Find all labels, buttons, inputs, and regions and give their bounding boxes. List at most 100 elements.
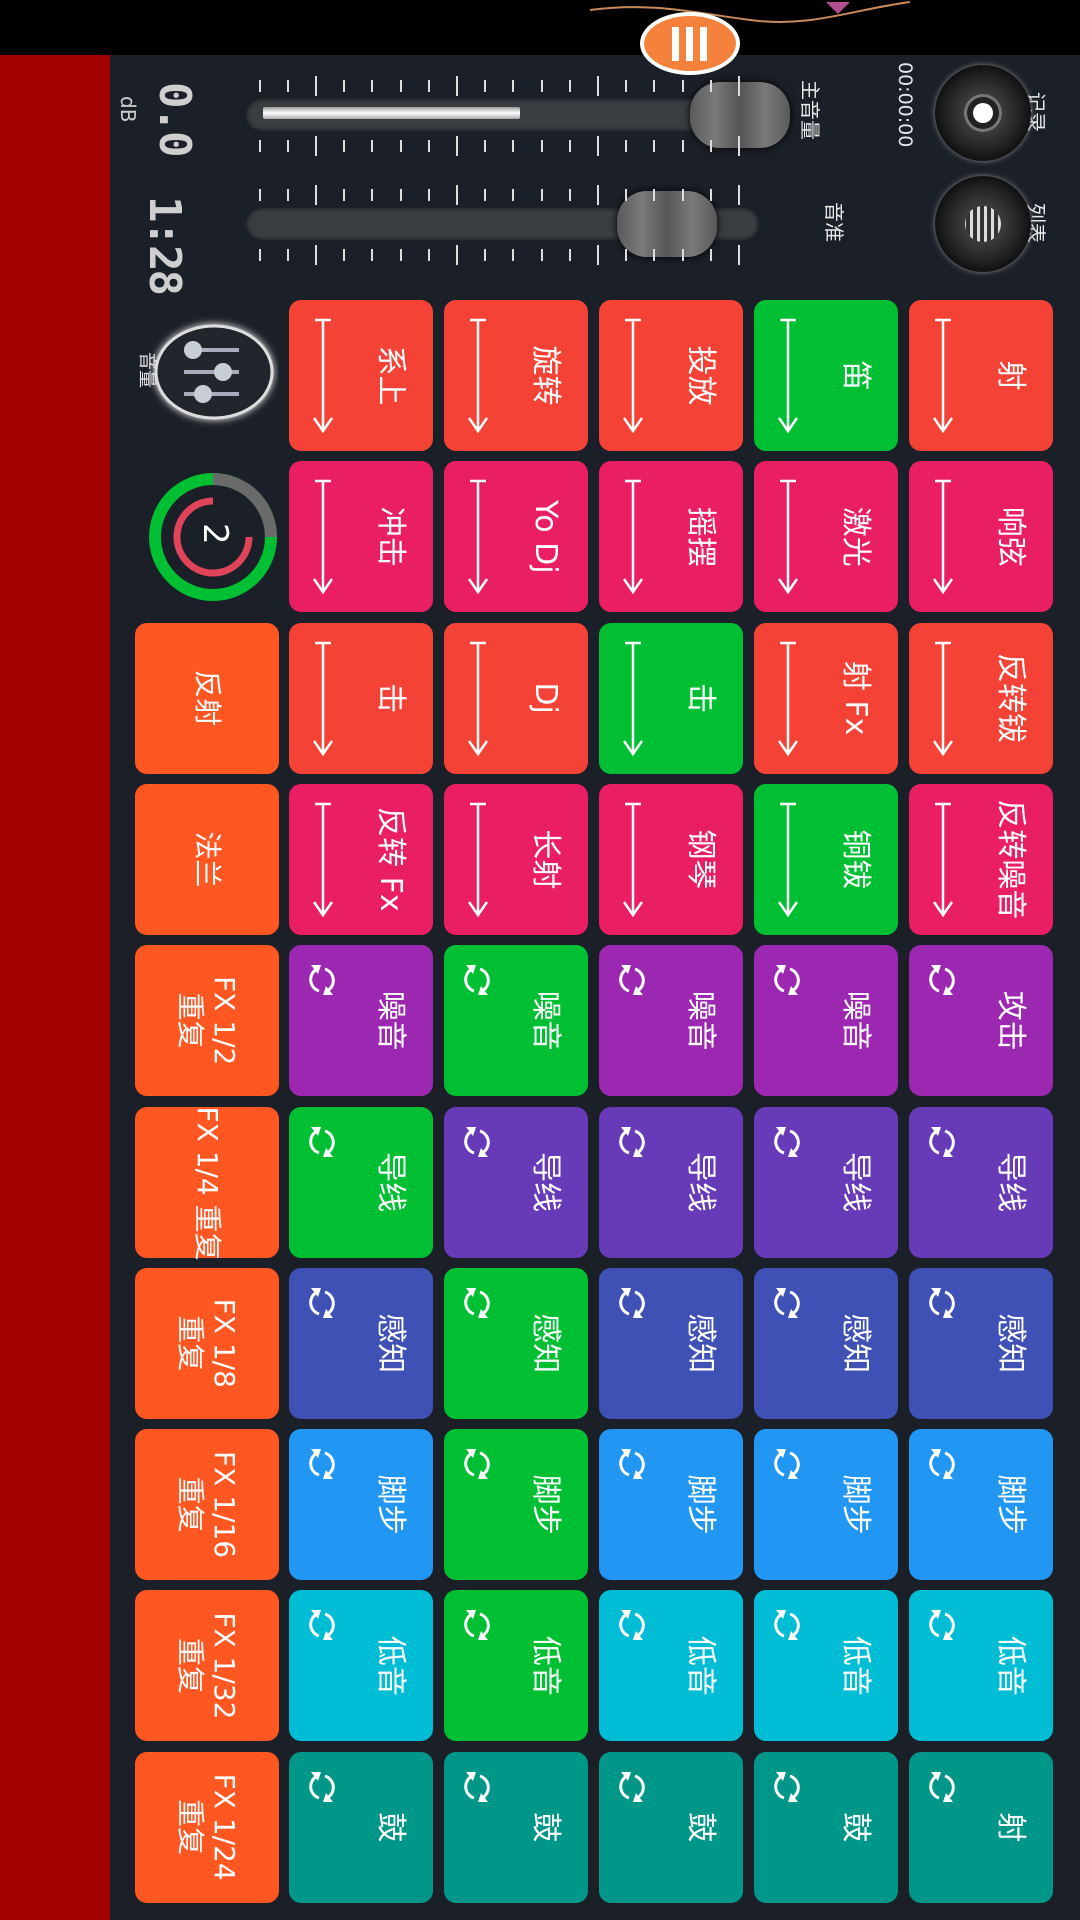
- pad-5-6[interactable]: FX 1/2 重复: [135, 945, 279, 1097]
- pad-10-6[interactable]: FX 1/24 重复: [135, 1751, 279, 1903]
- pad-9-5[interactable]: 低音: [289, 1590, 433, 1742]
- pad-7-5[interactable]: 感知: [289, 1267, 433, 1419]
- pad-4-5[interactable]: 反转 Fx: [289, 783, 433, 935]
- pad-6-4[interactable]: 导线: [444, 1106, 588, 1258]
- pad-5-3[interactable]: 噪音: [599, 945, 743, 1097]
- pad-8-5[interactable]: 脚步: [289, 1429, 433, 1581]
- pad-1-2[interactable]: 笛: [754, 300, 898, 451]
- pad-2-2[interactable]: 激光: [754, 461, 898, 613]
- pad-1-5[interactable]: 系上: [289, 300, 433, 451]
- pad-5-2[interactable]: 噪音: [754, 945, 898, 1097]
- pad-3-1[interactable]: 反转钹: [909, 622, 1053, 774]
- pad-8-6[interactable]: FX 1/16 重复: [135, 1429, 279, 1581]
- record-button[interactable]: [935, 65, 1031, 161]
- pad-label: 脚步: [373, 1474, 408, 1535]
- pad-8-1[interactable]: 脚步: [909, 1429, 1053, 1581]
- pad-10-4[interactable]: 鼓: [444, 1751, 588, 1903]
- pad-1-4[interactable]: 旋转: [444, 300, 588, 451]
- arrow-right-icon: [933, 480, 953, 595]
- sequence-ring[interactable]: 2: [135, 455, 279, 606]
- pad-3-4[interactable]: Dj: [444, 622, 588, 774]
- pad-3-5[interactable]: 击: [289, 622, 433, 774]
- pad-2-4[interactable]: Yo Dj: [444, 461, 588, 613]
- pad-1-1[interactable]: 射: [909, 300, 1053, 451]
- pad-3-3[interactable]: 击: [599, 622, 743, 774]
- pad-5-1[interactable]: 攻击: [909, 945, 1053, 1097]
- pad-6-2[interactable]: 导线: [754, 1106, 898, 1258]
- list-button[interactable]: [935, 176, 1031, 272]
- pitch-thumb[interactable]: [617, 191, 718, 257]
- pad-3-2[interactable]: 射 Fx: [754, 622, 898, 774]
- pad-7-1[interactable]: 感知: [909, 1267, 1053, 1419]
- pad-9-4[interactable]: 低音: [444, 1590, 588, 1742]
- master-volume-slider[interactable]: [245, 98, 760, 132]
- pad-5-5[interactable]: 噪音: [289, 945, 433, 1097]
- pad-9-6[interactable]: FX 1/32 重复: [135, 1590, 279, 1742]
- pad-label: 笛: [838, 360, 873, 391]
- slider-tick: [738, 245, 740, 265]
- pad-9-1[interactable]: 低音: [909, 1590, 1053, 1742]
- slider-tick: [681, 189, 684, 201]
- arrow-right-icon: [313, 480, 333, 595]
- pad-8-3[interactable]: 脚步: [599, 1429, 743, 1581]
- pad-label: 投放: [683, 345, 718, 406]
- pad-6-1[interactable]: 导线: [909, 1106, 1053, 1258]
- pad-4-3[interactable]: 钢琴: [599, 783, 743, 935]
- pad-6-6[interactable]: FX 1/4 重复: [135, 1106, 279, 1261]
- pad-8-4[interactable]: 脚步: [444, 1429, 588, 1581]
- pad-7-4[interactable]: 感知: [444, 1267, 588, 1419]
- slider-tick: [540, 140, 543, 152]
- slider-tick: [427, 249, 430, 261]
- pad-label: 响弦: [993, 506, 1028, 567]
- slider-tick: [427, 80, 430, 92]
- pad-2-5[interactable]: 冲击: [289, 461, 433, 613]
- pad-2-1[interactable]: 响弦: [909, 461, 1053, 613]
- pad-4-2[interactable]: 铜钹: [754, 783, 898, 935]
- slider-tick: [399, 189, 402, 201]
- menu-button[interactable]: [640, 12, 740, 75]
- pad-label: 导线: [683, 1152, 718, 1212]
- pad-6-5[interactable]: 导线: [289, 1106, 433, 1258]
- slider-tick: [738, 185, 740, 205]
- pad-9-3[interactable]: 低音: [599, 1590, 743, 1742]
- volume-knob-label: 音量: [136, 352, 157, 388]
- slider-tick: [286, 189, 289, 201]
- pad-2-3[interactable]: 摇摆: [599, 461, 743, 613]
- slider-tick: [709, 140, 712, 152]
- pad-10-3[interactable]: 鼓: [599, 1751, 743, 1903]
- pad-10-2[interactable]: 鼓: [754, 1751, 898, 1903]
- pad-3-6[interactable]: 反射: [135, 622, 279, 774]
- pad-4-4[interactable]: 长射: [444, 783, 588, 935]
- pad-4-1[interactable]: 反转噪音: [909, 783, 1053, 935]
- volume-knob[interactable]: 音量: [135, 300, 279, 451]
- pad-7-2[interactable]: 感知: [754, 1267, 898, 1419]
- slider-tick: [653, 189, 656, 201]
- slider-tick: [540, 80, 543, 92]
- arrow-right-icon: [313, 802, 333, 918]
- slider-tick: [343, 189, 346, 201]
- pad-label: 射: [993, 1812, 1028, 1843]
- pad-label: 感知: [528, 1313, 563, 1374]
- pad-8-2[interactable]: 脚步: [754, 1429, 898, 1581]
- pad-7-3[interactable]: 感知: [599, 1267, 743, 1419]
- pad-label: 脚步: [528, 1474, 563, 1535]
- pad-10-1[interactable]: 射: [909, 1751, 1053, 1903]
- pad-label: FX 1/32 重复: [174, 1612, 241, 1720]
- slider-tick: [371, 249, 374, 261]
- slider-tick: [653, 140, 656, 152]
- slider-tick: [681, 249, 684, 261]
- arrow-right-icon: [623, 480, 643, 595]
- pad-1-3[interactable]: 投放: [599, 300, 743, 451]
- loop-icon: [309, 1771, 335, 1802]
- pad-6-3[interactable]: 导线: [599, 1106, 743, 1258]
- pad-5-4[interactable]: 噪音: [444, 945, 588, 1097]
- pad-10-5[interactable]: 鼓: [289, 1751, 433, 1903]
- arrow-right-icon: [933, 641, 953, 756]
- slider-tick: [484, 80, 487, 92]
- slider-tick: [315, 136, 317, 156]
- pad-7-6[interactable]: FX 1/8 重复: [135, 1267, 279, 1419]
- pad-4-6[interactable]: 法兰: [135, 783, 279, 935]
- pad-label: 冲击: [373, 506, 408, 567]
- pad-label: 射: [993, 360, 1028, 391]
- pad-9-2[interactable]: 低音: [754, 1590, 898, 1742]
